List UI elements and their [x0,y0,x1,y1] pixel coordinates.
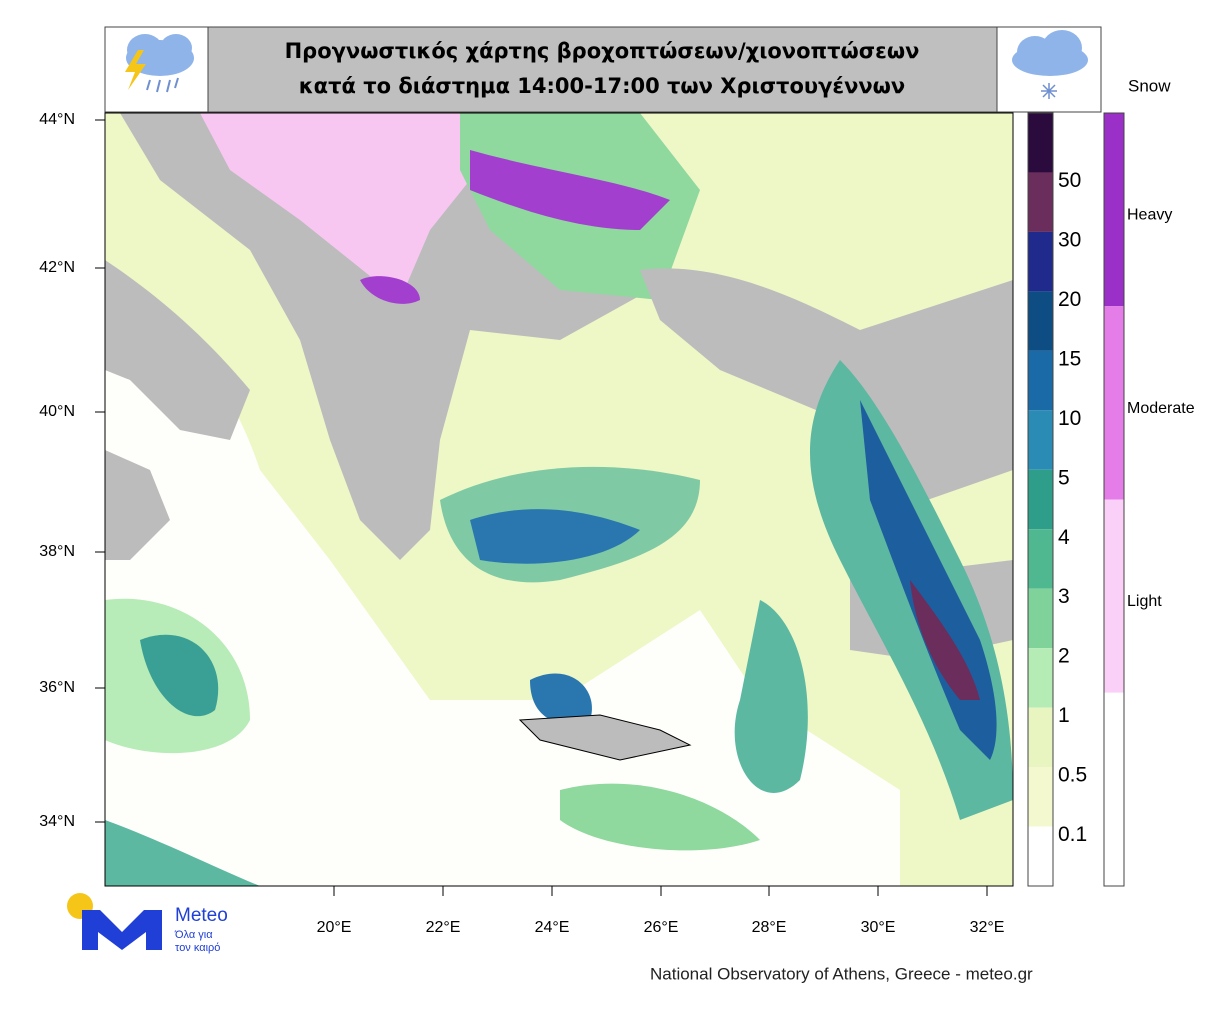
lon-label: 28°E [752,919,787,936]
title-background [207,26,998,113]
colorbar-segment [1028,529,1053,589]
lat-label: 42°N [39,259,75,276]
snow-label: Light [1127,593,1162,610]
snow-title: Snow [1128,76,1171,95]
colorbar-segment [1028,172,1053,232]
colorbar-label: 20 [1058,288,1081,311]
colorbar-label: 2 [1058,645,1070,668]
colorbar-segment [1028,469,1053,530]
colorbar-segment [1028,767,1053,827]
lat-label: 40°N [39,403,75,420]
colorbar-label: 0.5 [1058,764,1087,787]
lon-label: 32°E [970,919,1005,936]
lat-label: 34°N [39,813,75,830]
colorbar-label: 1 [1058,704,1070,727]
lat-label: 44°N [39,111,75,128]
map [104,112,1014,887]
precip-colorbar: 50 30 20 15 10 5 4 3 2 1 0.5 0.1 [1027,112,1087,887]
colorbar-label: 15 [1058,347,1081,370]
lon-label: 22°E [426,919,461,936]
snow-segment [1104,499,1124,693]
lon-label: 20°E [317,919,352,936]
lon-label: 30°E [861,919,896,936]
colorbar-label: 3 [1058,585,1070,608]
snow-segment [1104,692,1124,886]
colorbar-segment [1028,113,1053,173]
snow-frame [1103,112,1125,887]
lon-label: 26°E [644,919,679,936]
colorbar-segment [1028,291,1053,351]
lat-label: 38°N [39,543,75,560]
colorbar-label: 5 [1058,466,1070,489]
title-line: Προγνωστικός χάρτης βροχοπτώσεων/χιονοπτ… [285,39,920,63]
colorbar-segment [1028,588,1053,649]
colorbar-frame [1027,112,1054,887]
lat-label: 36°N [39,679,75,696]
colorbar-segment [1028,410,1053,470]
colorbar-label: 30 [1058,228,1081,251]
colorbar-label: 10 [1058,407,1081,430]
title-line: κατά το διάστημα 14:00-17:00 των Χριστου… [299,74,905,98]
colorbar-label: 4 [1058,526,1070,549]
colorbar-segment [1028,826,1053,886]
colorbar-segment [1028,231,1053,292]
lon-label: 24°E [535,919,570,936]
colorbar-label: 50 [1058,169,1081,192]
snow-segment [1104,113,1124,307]
logo: Meteo Όλα για τον καιρό [67,893,228,954]
snow-colorbar: Heavy Moderate Light [1103,112,1195,887]
colorbar-segment [1028,707,1053,768]
colorbar-label: 0.1 [1058,823,1087,846]
colorbar-segment [1028,350,1053,411]
logo-tagline: τον καιρό [175,942,220,954]
snow-icon [1012,30,1088,99]
colorbar-segment [1028,648,1053,708]
snow-label: Moderate [1127,400,1195,417]
footer: National Observatory of Athens, Greece -… [650,964,1033,983]
map-axes: 44°N 42°N 40°N 38°N 36°N 34°N 20°E 22°E 24°E 26°E… [39,111,1004,936]
logo-name: Meteo [175,905,228,926]
logo-tagline: Όλα για [174,929,213,941]
snow-label: Heavy [1127,207,1172,224]
snow-segment [1104,306,1124,500]
rain-icon [125,34,194,93]
